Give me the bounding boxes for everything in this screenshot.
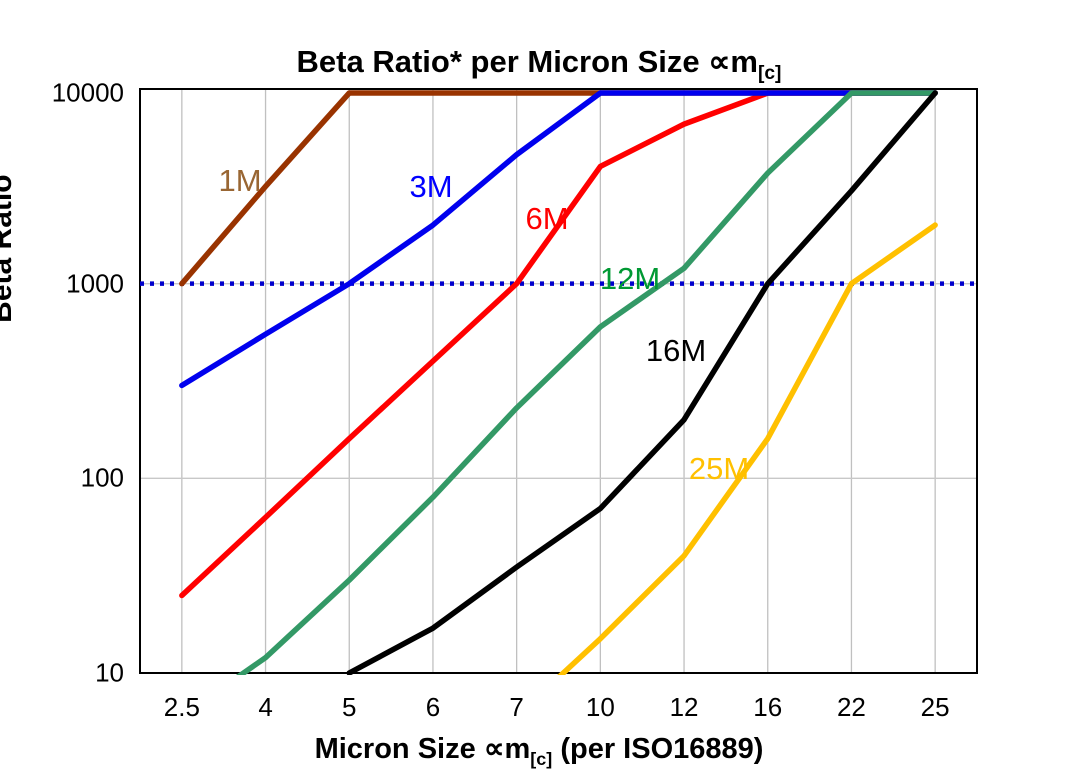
x-tick-label: 2.5 — [163, 692, 200, 722]
x-axis-title-pre: Micron Size — [314, 733, 484, 765]
x-tick-label: 10 — [585, 692, 615, 722]
chart-title-subscript: [c] — [757, 63, 782, 85]
series-label-3M: 3M — [409, 169, 452, 204]
x-tick-label: 7 — [509, 692, 524, 722]
x-tick-label: 6 — [425, 692, 441, 722]
x-tick-label: 25 — [920, 692, 950, 722]
series-line-16M — [346, 90, 938, 675]
x-tick-label: 16 — [753, 692, 783, 722]
series-label-1M: 1M — [218, 163, 261, 198]
proportional-symbol: ∝m — [483, 733, 531, 765]
series-line-25M — [557, 222, 938, 675]
x-axis-title-post: (per ISO16889) — [552, 733, 764, 765]
y-tick-label: 100 — [80, 462, 124, 493]
x-axis-title: Micron Size ∝m[c] (per ISO16889) — [0, 731, 1078, 770]
y-tick-label: 10 — [95, 657, 124, 688]
series-label-16M: 16M — [646, 333, 706, 368]
x-tick-label: 12 — [669, 692, 699, 722]
proportional-symbol: ∝m — [708, 44, 758, 79]
y-tick-label: 10000 — [51, 77, 124, 108]
series-line-6M — [179, 90, 938, 599]
chart-title: Beta Ratio* per Micron Size ∝m[c] — [0, 44, 1078, 85]
x-tick-label: 22 — [836, 692, 866, 722]
series-label-12M: 12M — [600, 261, 660, 296]
x-axis-title-subscript: [c] — [530, 748, 553, 769]
x-tick-label: 5 — [342, 692, 357, 722]
x-tick-label: 4 — [258, 692, 273, 722]
y-tick-label: 1000 — [66, 268, 124, 299]
series-label-25M: 25M — [689, 451, 749, 486]
series-line-12M — [235, 90, 938, 675]
series-label-6M: 6M — [525, 201, 568, 236]
plot-border — [139, 88, 978, 674]
series-line-3M — [179, 90, 938, 389]
chart-title-main: Beta Ratio* per Micron Size — [296, 44, 709, 79]
